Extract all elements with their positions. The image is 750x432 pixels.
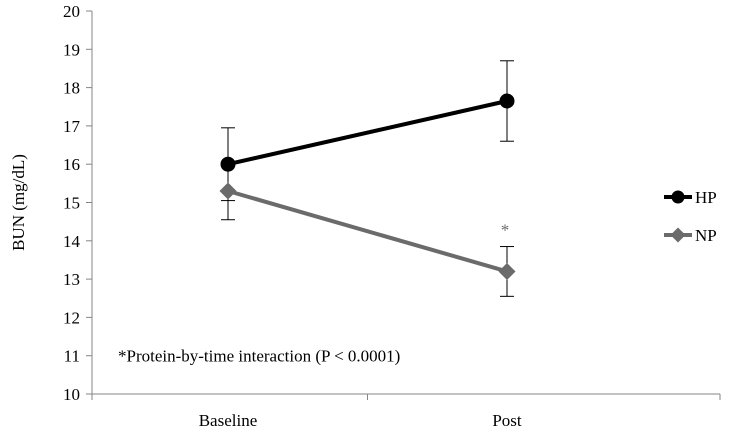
series-hp [220,60,515,202]
legend-item-hp: HP [664,188,717,207]
legend-label: HP [695,188,717,207]
y-tick-label: 13 [63,270,80,289]
legend-marker [670,227,686,243]
y-tick-label: 17 [63,117,81,136]
y-tick-label: 16 [63,155,80,174]
series-line [227,189,508,274]
y-axis: 10 11 12 13 14 15 16 17 18 19 20 [63,2,93,404]
y-tick-label: 15 [63,194,80,213]
series-np [219,161,516,297]
y-tick-label: 12 [63,308,80,327]
series-line [227,99,508,167]
annotation-text: *Protein-by-time interaction (P < 0.0001… [118,347,400,366]
y-tick-label: 19 [63,40,80,59]
data-point [499,93,515,109]
legend-label: NP [695,226,717,245]
series-layer [219,60,516,297]
x-axis: Baseline Post [91,393,721,430]
legend: HP NP [664,188,717,245]
significance-mark: * [501,221,510,240]
y-axis-label: BUN (mg/dL) [9,154,28,251]
y-tick-label: 20 [63,2,80,21]
y-tick-label: 11 [64,347,80,366]
y-tick-label: 18 [63,79,80,98]
x-category-label: Baseline [199,411,258,430]
legend-marker [671,190,685,204]
data-point [219,182,237,200]
legend-item-np: NP [664,226,717,245]
y-tick-label: 10 [63,385,80,404]
y-tick-label: 14 [63,232,81,251]
data-point [498,262,516,280]
x-category-label: Post [492,411,522,430]
